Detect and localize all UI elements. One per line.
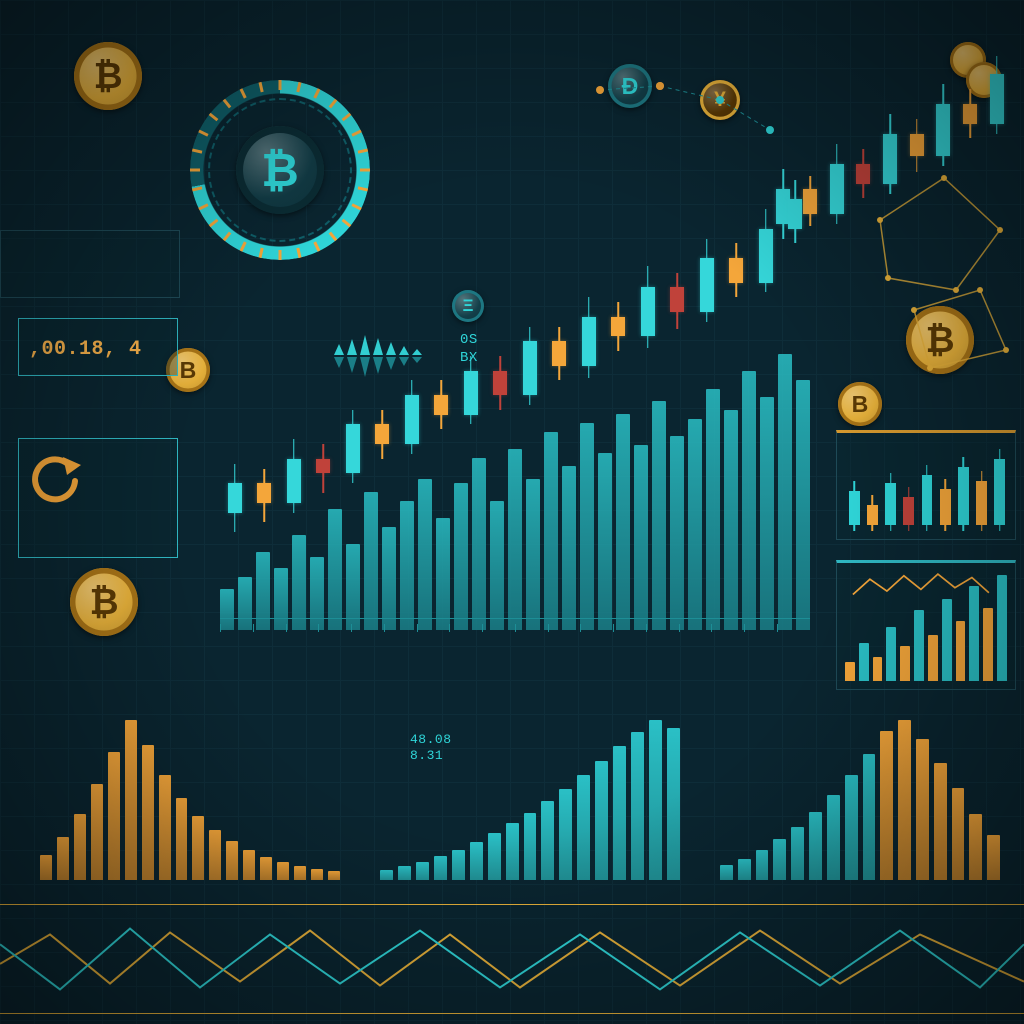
histogram-left (40, 720, 340, 880)
readout-left: ,00.18, 4 (18, 318, 178, 376)
coin-alt-gold-top: ¥ (700, 80, 740, 120)
readout-bottom-line2: 8.31 (410, 748, 452, 764)
readout-bottom-line1: 48.08 (410, 732, 452, 748)
wave-strip (0, 904, 1024, 1014)
main-chart-axis (220, 618, 810, 632)
readout-left-secondary (18, 438, 178, 558)
readout-bottom-center: 48.08 8.31 (410, 732, 452, 765)
coin-alt-teal-top: Ð (608, 64, 652, 108)
main-candlestick-chart (220, 170, 810, 630)
readout-left-text: ,00.18, 4 (19, 319, 177, 380)
panel-right-mini-candles (836, 430, 1016, 540)
coin-gold-right: ₿ (906, 306, 974, 374)
panel-top-left (0, 230, 180, 298)
histogram-right (720, 720, 1000, 880)
refresh-arrow-icon (29, 453, 85, 509)
panel-right-mini-bars (836, 560, 1016, 690)
coin-gold-top-left: ₿ (74, 42, 142, 110)
coin-small-right: B (838, 382, 882, 426)
coin-gold-bottom-left: ₿ (70, 568, 138, 636)
main-candlesticks (220, 170, 810, 630)
